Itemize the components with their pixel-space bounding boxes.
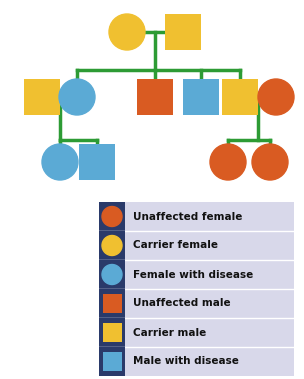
Bar <box>99 231 125 260</box>
Bar <box>99 260 125 289</box>
Text: Male with disease: Male with disease <box>133 357 239 366</box>
Circle shape <box>102 207 122 227</box>
Bar <box>102 352 122 371</box>
Circle shape <box>42 144 78 180</box>
Bar <box>165 14 201 50</box>
Text: Female with disease: Female with disease <box>133 269 253 279</box>
Text: Unaffected male: Unaffected male <box>133 299 231 309</box>
Circle shape <box>258 79 294 115</box>
Circle shape <box>109 14 145 50</box>
Bar <box>99 347 125 376</box>
Bar <box>99 318 125 347</box>
Bar <box>99 289 125 318</box>
Text: Unaffected female: Unaffected female <box>133 211 242 221</box>
Circle shape <box>210 144 246 180</box>
Circle shape <box>252 144 288 180</box>
Bar <box>79 144 115 180</box>
Circle shape <box>59 79 95 115</box>
Bar <box>24 79 60 115</box>
Bar <box>102 294 122 313</box>
Bar <box>137 79 173 115</box>
Circle shape <box>102 235 122 255</box>
Circle shape <box>102 265 122 285</box>
Bar <box>183 79 219 115</box>
Bar <box>102 323 122 342</box>
Text: Carrier male: Carrier male <box>133 327 206 338</box>
Text: Carrier female: Carrier female <box>133 241 218 251</box>
Bar <box>222 79 258 115</box>
Bar <box>99 202 294 376</box>
Bar <box>99 202 125 231</box>
